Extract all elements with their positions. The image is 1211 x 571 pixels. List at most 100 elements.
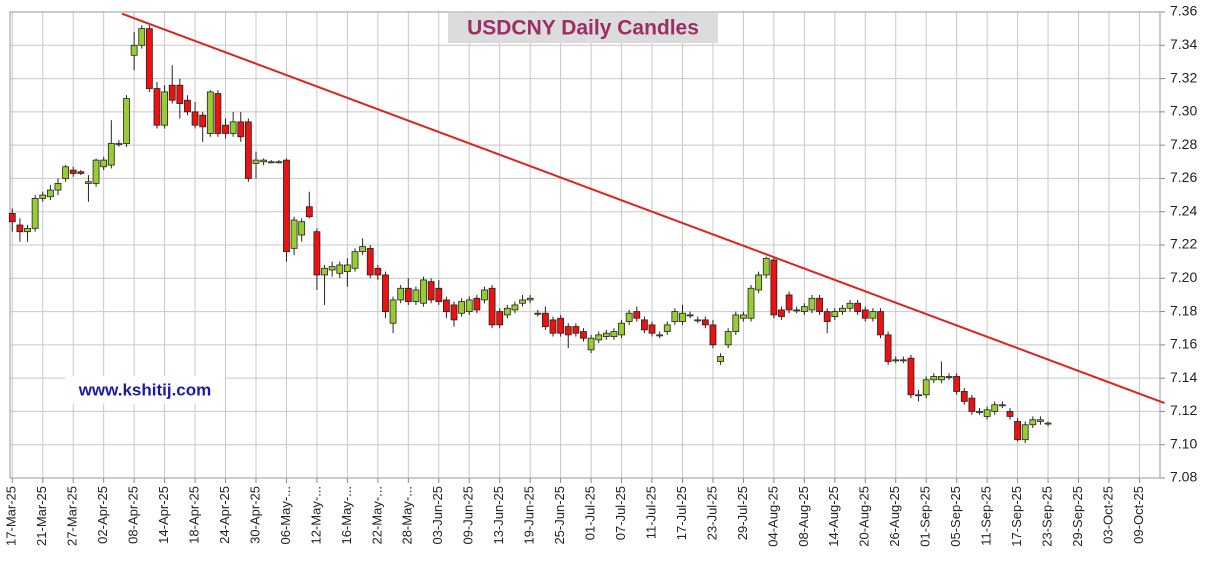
title-box <box>448 13 718 43</box>
candle-body <box>930 376 938 381</box>
candle-body <box>557 317 565 334</box>
x-tick-label: 22-May-... <box>369 486 384 545</box>
candle-body <box>450 304 458 321</box>
y-tick-label: 7.26 <box>1170 169 1197 185</box>
candle-body <box>602 332 610 337</box>
candle-body <box>313 231 321 276</box>
candle-body <box>283 159 290 253</box>
x-tick-label: 27-Mar-25 <box>65 486 80 546</box>
candle-body <box>267 161 275 164</box>
plot-frame <box>9 11 1161 479</box>
candle-body <box>153 88 161 126</box>
x-tick-label: 14-Apr-25 <box>156 486 171 544</box>
y-tick-label: 7.28 <box>1170 136 1197 152</box>
x-tick-label: 20-Aug-25 <box>857 486 872 547</box>
y-tick-label: 7.14 <box>1170 369 1197 385</box>
x-tick-label: 16-May-... <box>339 486 354 545</box>
candle-body <box>960 391 968 402</box>
y-tick-label: 7.24 <box>1170 202 1197 218</box>
candle-body <box>618 322 625 336</box>
candle-body <box>762 257 770 276</box>
candle-body <box>290 219 298 249</box>
candle-body <box>1021 424 1029 441</box>
x-tick-label: 29-Sep-25 <box>1070 486 1085 547</box>
candle-body <box>633 311 641 319</box>
candle-body <box>8 212 16 223</box>
candle-body <box>572 326 580 334</box>
candle-body <box>404 287 412 302</box>
y-tick-label: 7.10 <box>1170 435 1197 451</box>
candle-body <box>747 287 755 319</box>
candle-body <box>595 334 603 341</box>
candle-body <box>511 304 519 311</box>
candle-body <box>481 289 488 301</box>
candle-body <box>785 294 793 311</box>
watermark-box <box>65 376 225 404</box>
candle-body <box>770 259 778 316</box>
candle-body <box>808 297 816 311</box>
candle-body <box>686 314 694 317</box>
candle-body <box>1029 419 1037 426</box>
candle-body <box>884 334 892 362</box>
y-tick-label: 7.36 <box>1170 3 1197 19</box>
marks <box>8 12 1165 444</box>
candle-body <box>534 312 542 315</box>
candle-body <box>496 311 504 326</box>
candle-body <box>945 376 953 378</box>
y-tick-label: 7.30 <box>1170 103 1197 119</box>
candle-body <box>968 397 976 412</box>
candle-body <box>663 324 671 332</box>
candle-body <box>222 124 229 134</box>
y-tick-label: 7.32 <box>1170 69 1197 85</box>
x-tick-label: 02-Apr-25 <box>95 486 110 544</box>
x-tick-label: 12-May-... <box>308 486 323 545</box>
candle-body <box>800 306 808 312</box>
x-tick-label: 21-Mar-25 <box>34 486 49 546</box>
candle-body <box>915 394 922 397</box>
candle-body <box>54 183 62 191</box>
x-tick-label: 26-Aug-25 <box>887 486 902 547</box>
candle-body <box>922 379 930 396</box>
candle-body <box>275 161 283 164</box>
candle-body <box>869 311 877 319</box>
candle-body <box>549 319 557 334</box>
candle-body <box>991 404 999 412</box>
candle-body <box>564 326 572 336</box>
x-tick-label: 14-Aug-25 <box>826 486 841 547</box>
trend-line <box>121 12 1165 405</box>
candle-body <box>69 169 77 174</box>
watermark: www.kshitij.com <box>78 380 212 399</box>
candle-body <box>724 331 732 346</box>
y-tick-label: 7.18 <box>1170 302 1197 318</box>
candle-body <box>892 359 900 362</box>
x-tick-label: 17-Sep-25 <box>1009 486 1024 547</box>
candle-body <box>138 28 146 46</box>
candle-body <box>115 143 123 145</box>
candle-body <box>610 331 618 337</box>
candle-body <box>420 279 427 304</box>
candle-body <box>351 251 359 269</box>
x-tick-label: 08-Aug-25 <box>796 486 811 547</box>
candle-body <box>983 409 991 417</box>
candle-body <box>39 194 47 199</box>
candle-body <box>237 121 245 138</box>
candle-body <box>176 84 184 104</box>
candle-body <box>184 99 191 113</box>
x-tick-label: 25-Jun-25 <box>552 486 567 545</box>
candle-body <box>123 98 130 144</box>
candle-body <box>130 44 138 56</box>
candle-body <box>85 181 92 184</box>
candle-body <box>366 247 374 276</box>
candle-body <box>519 299 526 304</box>
candle-body <box>839 307 846 312</box>
x-tick-label: 11-Jul-25 <box>643 486 658 539</box>
y-tick-label: 7.08 <box>1170 469 1197 485</box>
candle-body <box>587 337 595 351</box>
candle-body <box>214 93 222 134</box>
candle-body <box>488 287 496 326</box>
x-tick-label: 05-Sep-25 <box>948 486 963 547</box>
candle-body <box>336 264 344 274</box>
